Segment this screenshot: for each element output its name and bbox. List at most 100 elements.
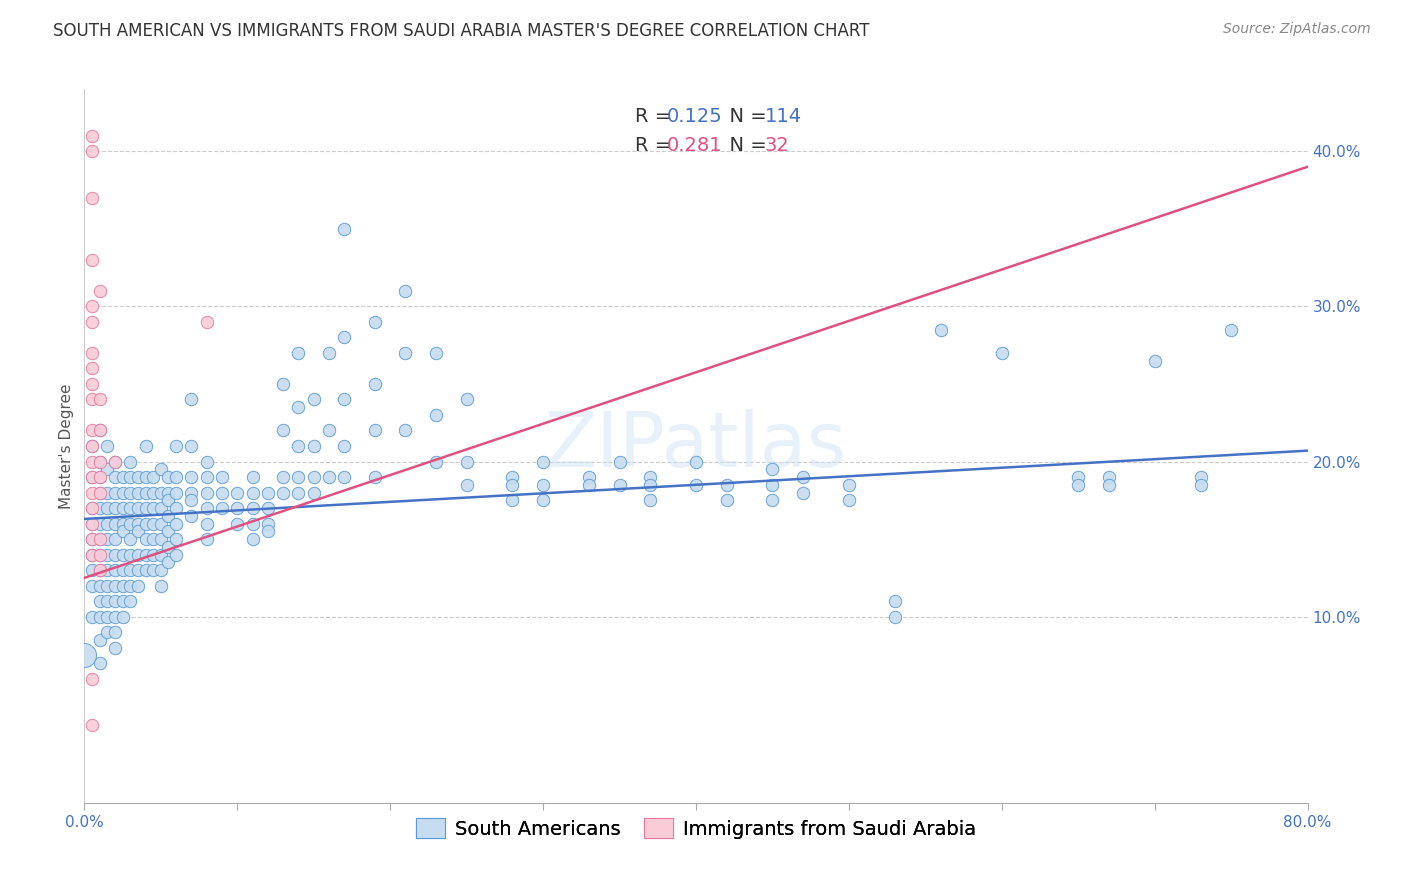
- Point: [456, 477, 478, 491]
- Point: [80, 470, 103, 484]
- Point: [165, 501, 187, 516]
- Text: 0.281: 0.281: [666, 136, 723, 154]
- Point: [364, 470, 387, 484]
- Point: [80, 191, 103, 205]
- Point: [142, 485, 165, 500]
- Point: [142, 470, 165, 484]
- Point: [89, 516, 111, 531]
- Point: [104, 516, 127, 531]
- Point: [333, 330, 356, 344]
- Point: [120, 579, 142, 593]
- Point: [111, 609, 134, 624]
- Point: [638, 470, 661, 484]
- Point: [157, 470, 180, 484]
- Point: [257, 485, 280, 500]
- Point: [165, 532, 187, 546]
- Point: [80, 424, 103, 438]
- Point: [80, 299, 103, 313]
- Point: [96, 439, 118, 453]
- Point: [89, 594, 111, 608]
- Point: [96, 625, 118, 640]
- Point: [127, 563, 149, 577]
- Point: [685, 454, 707, 468]
- Y-axis label: Master's Degree: Master's Degree: [59, 384, 75, 508]
- Point: [80, 501, 103, 516]
- Point: [157, 555, 180, 569]
- Point: [127, 548, 149, 562]
- Point: [157, 485, 180, 500]
- Point: [104, 609, 127, 624]
- Point: [89, 632, 111, 647]
- Point: [104, 454, 127, 468]
- Point: [80, 501, 103, 516]
- Point: [242, 485, 264, 500]
- Point: [73, 648, 96, 663]
- Point: [333, 470, 356, 484]
- Point: [716, 477, 738, 491]
- Point: [80, 454, 103, 468]
- Point: [502, 470, 524, 484]
- Point: [685, 477, 707, 491]
- Point: [883, 609, 905, 624]
- Point: [149, 501, 172, 516]
- Point: [89, 563, 111, 577]
- Point: [111, 524, 134, 539]
- Point: [104, 548, 127, 562]
- Point: [80, 563, 103, 577]
- Point: [104, 563, 127, 577]
- Point: [165, 470, 187, 484]
- Point: [271, 376, 294, 391]
- Point: [135, 532, 157, 546]
- Point: [1098, 477, 1121, 491]
- Point: [89, 532, 111, 546]
- Point: [111, 563, 134, 577]
- Point: [80, 361, 103, 376]
- Point: [991, 346, 1014, 360]
- Point: [96, 563, 118, 577]
- Point: [195, 532, 218, 546]
- Point: [242, 501, 264, 516]
- Point: [135, 563, 157, 577]
- Point: [111, 579, 134, 593]
- Point: [1067, 470, 1090, 484]
- Point: [364, 376, 387, 391]
- Point: [149, 579, 172, 593]
- Point: [502, 493, 524, 508]
- Point: [1098, 470, 1121, 484]
- Point: [135, 485, 157, 500]
- Point: [211, 485, 233, 500]
- Point: [180, 392, 202, 407]
- Point: [104, 454, 127, 468]
- Point: [120, 516, 142, 531]
- Point: [120, 594, 142, 608]
- Point: [456, 454, 478, 468]
- Point: [80, 516, 103, 531]
- Point: [96, 462, 118, 476]
- Point: [149, 462, 172, 476]
- Point: [257, 524, 280, 539]
- Text: 0.125: 0.125: [666, 107, 723, 126]
- Point: [242, 470, 264, 484]
- Point: [318, 424, 340, 438]
- Point: [302, 392, 325, 407]
- Point: [104, 640, 127, 655]
- Point: [180, 485, 202, 500]
- Point: [149, 532, 172, 546]
- Point: [578, 477, 600, 491]
- Point: [80, 718, 103, 732]
- Text: N =: N =: [717, 136, 773, 154]
- Point: [127, 516, 149, 531]
- Point: [271, 485, 294, 500]
- Point: [157, 524, 180, 539]
- Point: [80, 439, 103, 453]
- Point: [609, 454, 631, 468]
- Point: [89, 485, 111, 500]
- Point: [89, 485, 111, 500]
- Point: [287, 439, 309, 453]
- Point: [792, 470, 814, 484]
- Point: [638, 477, 661, 491]
- Point: [120, 470, 142, 484]
- Point: [180, 470, 202, 484]
- Point: [1067, 477, 1090, 491]
- Point: [89, 579, 111, 593]
